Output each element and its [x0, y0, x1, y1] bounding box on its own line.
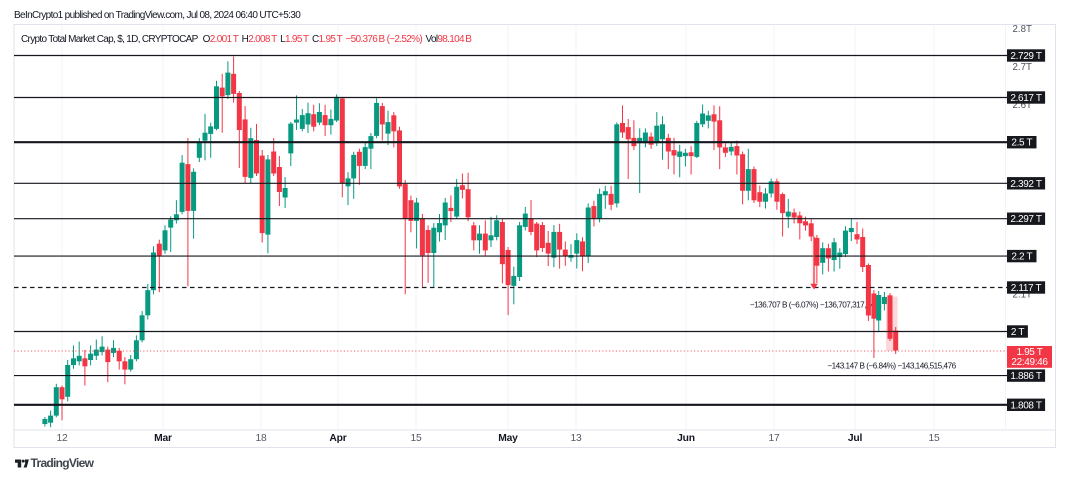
svg-text:Mar: Mar	[154, 433, 172, 444]
svg-text:18: 18	[255, 433, 267, 444]
svg-text:−143.147 B (−6.84%) −143,146,5: −143.147 B (−6.84%) −143,146,515,476	[827, 362, 956, 371]
svg-text:2.297 T: 2.297 T	[1010, 214, 1042, 225]
svg-text:2.5 T: 2.5 T	[1011, 138, 1032, 149]
svg-text:2.1T: 2.1T	[1013, 289, 1032, 300]
svg-text:12: 12	[56, 433, 68, 444]
svg-text:−136.707 B (−6.07%) −136,707,3: −136.707 B (−6.07%) −136,707,317,046	[750, 300, 879, 309]
svg-text:2.6T: 2.6T	[1013, 100, 1032, 111]
svg-text:2.617 T: 2.617 T	[1010, 93, 1042, 104]
svg-text:15: 15	[410, 433, 422, 444]
svg-text:22:49:46: 22:49:46	[1011, 357, 1048, 368]
svg-text:17: 17	[768, 433, 780, 444]
svg-text:BeInCrypto1 published on Tradi: BeInCrypto1 published on TradingView.com…	[14, 10, 301, 21]
svg-text:2.8T: 2.8T	[1013, 24, 1032, 35]
svg-text:15: 15	[928, 433, 940, 444]
svg-text:May: May	[498, 433, 518, 444]
svg-text:Apr: Apr	[329, 433, 346, 444]
svg-text:2.392 T: 2.392 T	[1010, 179, 1042, 190]
svg-text:2.2 T: 2.2 T	[1011, 252, 1032, 263]
svg-text:2.117 T: 2.117 T	[1011, 283, 1042, 294]
svg-text:2.7T: 2.7T	[1013, 62, 1032, 73]
svg-text:TradingView: TradingView	[31, 456, 95, 470]
svg-text:Jun: Jun	[677, 433, 695, 444]
svg-text:1.886 T: 1.886 T	[1010, 371, 1042, 382]
svg-text:1.95 T: 1.95 T	[1016, 347, 1042, 358]
svg-text:2.729 T: 2.729 T	[1010, 51, 1042, 62]
svg-text:2 T: 2 T	[1011, 327, 1024, 338]
svg-text:13: 13	[570, 433, 582, 444]
svg-text:Crypto Total Market Cap, $, 1D: Crypto Total Market Cap, $, 1D, CRYPTOCA…	[21, 34, 472, 45]
svg-text:Jul: Jul	[848, 433, 863, 444]
svg-text:1.808 T: 1.808 T	[1010, 400, 1042, 411]
